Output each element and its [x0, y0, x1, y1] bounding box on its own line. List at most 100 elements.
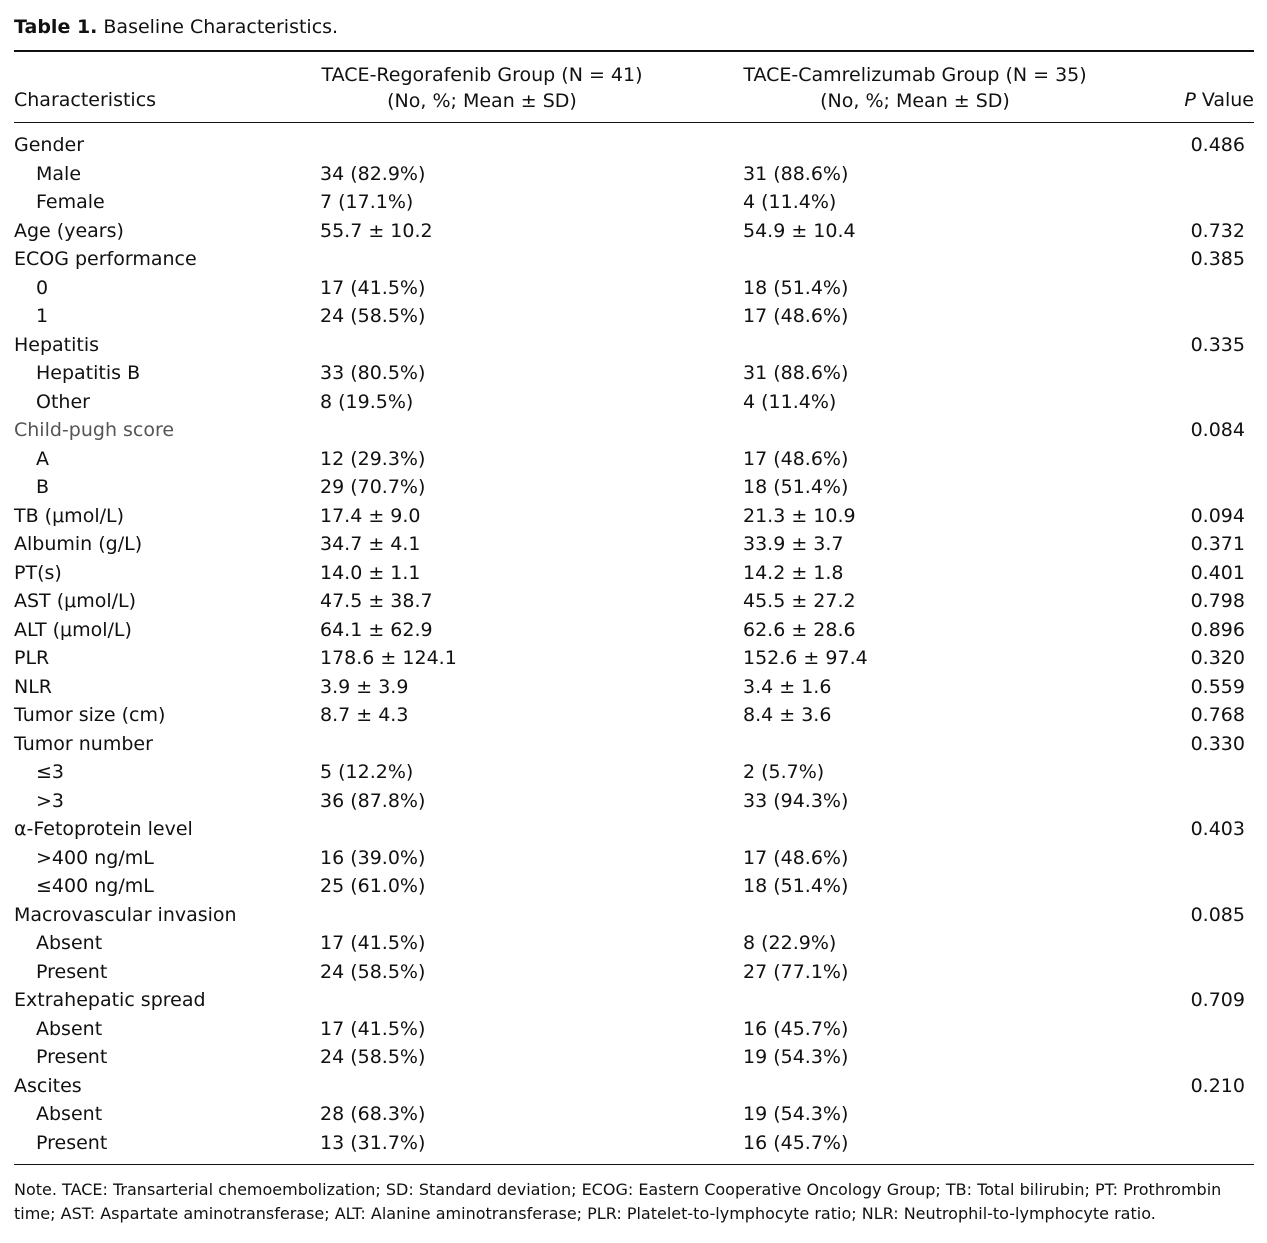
table-row: NLR 3.9 ± 3.9 3.4 ± 1.6 0.559 [14, 675, 1254, 704]
cell-p-value: 0.401 [1190, 561, 1245, 584]
header-group2-name: TACE-Camrelizumab Group (N = 35) [743, 64, 1087, 86]
cell-camrelizumab: 14.2 ± 1.8 [743, 561, 844, 584]
table-row: Hepatitis 0.335 [14, 333, 1254, 362]
cell-regorafenib: 17 (41.5%) [320, 276, 426, 299]
table-row: ECOG performance 0.385 [14, 247, 1254, 276]
row-label: Male [36, 162, 82, 185]
cell-regorafenib: 25 (61.0%) [320, 875, 426, 897]
cell-camrelizumab: 17 (48.6%) [743, 447, 849, 470]
top-rule [14, 50, 1254, 52]
cell-regorafenib: 55.7 ± 10.2 [320, 219, 433, 242]
header-group1-units: (No, %; Mean ± SD) [387, 90, 577, 112]
cell-regorafenib: 33 (80.5%) [320, 362, 426, 384]
cell-camrelizumab: 18 (51.4%) [743, 276, 849, 299]
row-label: Absent [36, 932, 103, 954]
cell-p-value: 0.385 [1190, 248, 1245, 270]
cell-p-value: 0.330 [1190, 732, 1245, 755]
row-label: Other [36, 390, 90, 413]
cell-p-value: 0.210 [1190, 1074, 1245, 1097]
cell-camrelizumab: 33 (94.3%) [743, 789, 849, 812]
cell-camrelizumab: 18 (51.4%) [743, 875, 849, 897]
table-row: Female 7 (17.1%) 4 (11.4%) [14, 190, 1254, 219]
row-label: Absent [36, 1103, 103, 1125]
row-label: ≤400 ng/mL [36, 875, 154, 897]
cell-regorafenib: 178.6 ± 124.1 [320, 647, 457, 669]
table-row: Tumor size (cm) 8.7 ± 4.3 8.4 ± 3.6 0.768 [14, 703, 1254, 732]
table-row: ALT (μmol/L) 64.1 ± 62.9 62.6 ± 28.6 0.896 [14, 618, 1254, 647]
row-label: Ascites [14, 1074, 82, 1097]
table-row: Extrahepatic spread 0.709 [14, 988, 1254, 1017]
table-row: PLR 178.6 ± 124.1 152.6 ± 97.4 0.320 [14, 646, 1254, 675]
table-row: A 12 (29.3%) 17 (48.6%) [14, 447, 1254, 476]
table-row: PT(s) 14.0 ± 1.1 14.2 ± 1.8 0.401 [14, 561, 1254, 590]
cell-p-value: 0.084 [1190, 419, 1245, 441]
cell-p-value: 0.896 [1190, 618, 1245, 641]
table-row: ≤400 ng/mL 25 (61.0%) 18 (51.4%) [14, 874, 1254, 903]
table-row: >3 36 (87.8%) 33 (94.3%) [14, 789, 1254, 818]
header-p-italic: P [1184, 89, 1196, 111]
cell-p-value: 0.486 [1190, 134, 1245, 156]
cell-camrelizumab: 18 (51.4%) [743, 476, 849, 498]
table-row: Present 24 (58.5%) 27 (77.1%) [14, 960, 1254, 989]
cell-regorafenib: 34.7 ± 4.1 [320, 533, 421, 555]
cell-regorafenib: 47.5 ± 38.7 [320, 590, 433, 612]
cell-camrelizumab: 33.9 ± 3.7 [743, 533, 844, 555]
cell-p-value: 0.559 [1190, 675, 1245, 698]
cell-regorafenib: 12 (29.3%) [320, 447, 426, 470]
row-label: Hepatitis B [36, 362, 141, 384]
header-p-rest: Value [1195, 89, 1254, 111]
cell-regorafenib: 24 (58.5%) [320, 305, 426, 327]
table-row: Other 8 (19.5%) 4 (11.4%) [14, 390, 1254, 419]
cell-p-value: 0.768 [1190, 704, 1245, 726]
cell-camrelizumab: 17 (48.6%) [743, 846, 849, 869]
table-row: TB (μmol/L) 17.4 ± 9.0 21.3 ± 10.9 0.094 [14, 504, 1254, 533]
header-group2: TACE-Camrelizumab Group (N = 35) (No, %;… [729, 62, 1101, 114]
table-row: B 29 (70.7%) 18 (51.4%) [14, 475, 1254, 504]
cell-regorafenib: 24 (58.5%) [320, 960, 426, 983]
cell-camrelizumab: 3.4 ± 1.6 [743, 675, 832, 698]
row-label: Extrahepatic spread [14, 989, 206, 1011]
header-p-value: P Value [1184, 89, 1254, 111]
cell-regorafenib: 13 (31.7%) [320, 1131, 426, 1154]
cell-regorafenib: 16 (39.0%) [320, 846, 426, 869]
cell-camrelizumab: 16 (45.7%) [743, 1131, 849, 1154]
table-row: AST (μmol/L) 47.5 ± 38.7 45.5 ± 27.2 0.798 [14, 589, 1254, 618]
cell-camrelizumab: 45.5 ± 27.2 [743, 590, 856, 612]
cell-camrelizumab: 2 (5.7%) [743, 761, 825, 783]
row-label: Absent [36, 1017, 103, 1040]
cell-camrelizumab: 54.9 ± 10.4 [743, 219, 856, 242]
cell-regorafenib: 34 (82.9%) [320, 162, 426, 185]
table-row: Male 34 (82.9%) 31 (88.6%) [14, 162, 1254, 191]
row-label: Present [36, 1046, 108, 1068]
row-label: ECOG performance [14, 248, 197, 270]
table-caption: Table 1. Baseline Characteristics. [14, 16, 338, 38]
cell-regorafenib: 36 (87.8%) [320, 789, 426, 812]
row-label: Child-pugh score [14, 419, 175, 441]
row-label: Gender [14, 134, 85, 156]
row-label: PT(s) [14, 561, 62, 584]
row-label: 0 [36, 276, 49, 299]
row-label: AST (μmol/L) [14, 590, 137, 612]
cell-camrelizumab: 16 (45.7%) [743, 1017, 849, 1040]
cell-camrelizumab: 17 (48.6%) [743, 305, 849, 327]
table-row: Absent 17 (41.5%) 16 (45.7%) [14, 1017, 1254, 1046]
cell-regorafenib: 5 (12.2%) [320, 761, 414, 783]
cell-camrelizumab: 8.4 ± 3.6 [743, 704, 832, 726]
cell-camrelizumab: 62.6 ± 28.6 [743, 618, 856, 641]
cell-regorafenib: 17.4 ± 9.0 [320, 504, 421, 527]
row-label: Macrovascular invasion [14, 903, 237, 926]
cell-p-value: 0.320 [1190, 647, 1245, 669]
header-group2-units: (No, %; Mean ± SD) [820, 90, 1010, 112]
row-label: Hepatitis [14, 333, 100, 356]
row-label: Female [36, 191, 105, 213]
table-note: Note. TACE: Transarterial chemoembolizat… [14, 1180, 1222, 1223]
cell-camrelizumab: 4 (11.4%) [743, 390, 837, 413]
cell-p-value: 0.709 [1190, 989, 1245, 1011]
cell-camrelizumab: 8 (22.9%) [743, 932, 837, 954]
cell-regorafenib: 8 (19.5%) [320, 390, 414, 413]
cell-camrelizumab: 19 (54.3%) [743, 1103, 849, 1125]
table-row: Absent 28 (68.3%) 19 (54.3%) [14, 1102, 1254, 1131]
cell-regorafenib: 7 (17.1%) [320, 191, 414, 213]
header-characteristics: Characteristics [14, 89, 157, 111]
cell-p-value: 0.371 [1190, 533, 1245, 555]
